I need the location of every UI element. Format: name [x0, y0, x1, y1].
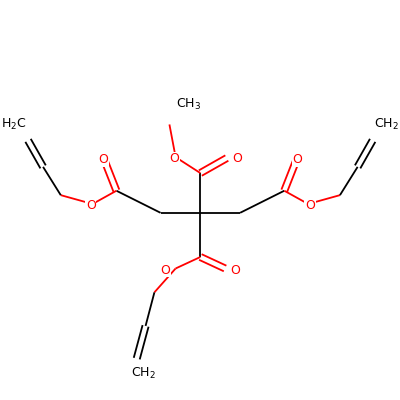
- Text: H$_2$C: H$_2$C: [1, 116, 26, 132]
- Text: O: O: [305, 199, 315, 212]
- Text: CH$_3$: CH$_3$: [176, 97, 202, 112]
- Text: O: O: [86, 199, 96, 212]
- Text: CH$_2$: CH$_2$: [131, 366, 156, 381]
- Text: CH$_2$: CH$_2$: [374, 116, 399, 132]
- Text: O: O: [232, 152, 242, 164]
- Text: O: O: [169, 152, 179, 166]
- Text: O: O: [230, 264, 240, 277]
- Text: O: O: [293, 153, 302, 166]
- Text: O: O: [160, 264, 170, 277]
- Text: O: O: [98, 153, 108, 166]
